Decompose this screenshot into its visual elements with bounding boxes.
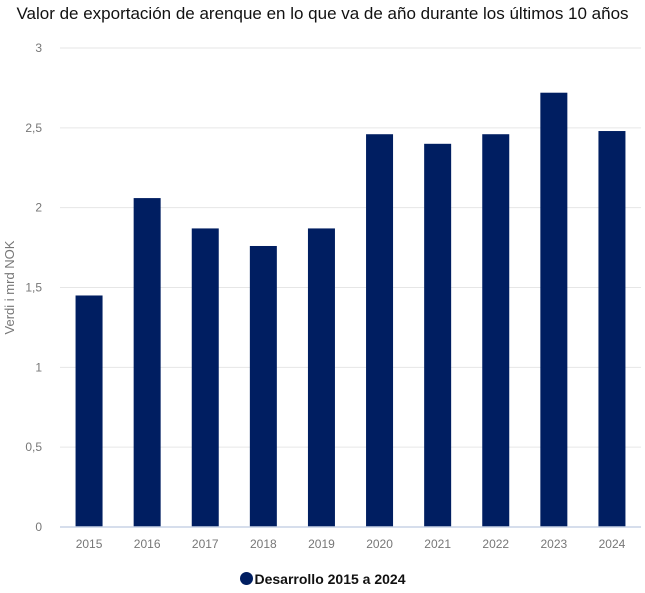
x-tick-label: 2020 xyxy=(366,537,393,551)
legend-swatch xyxy=(239,572,253,585)
y-tick-label: 2,5 xyxy=(25,121,42,135)
x-tick-label: 2016 xyxy=(134,537,161,551)
bar xyxy=(540,92,568,527)
bar xyxy=(366,134,394,527)
y-axis-title: Verdi i mrd NOK xyxy=(2,240,17,334)
y-tick-label: 0 xyxy=(35,520,42,534)
y-tick-label: 3 xyxy=(35,41,42,55)
x-tick-label: 2015 xyxy=(76,537,103,551)
bar xyxy=(75,295,103,527)
x-tick-label: 2024 xyxy=(599,537,626,551)
x-tick-label: 2021 xyxy=(424,537,451,551)
y-tick-label: 0,5 xyxy=(25,440,42,454)
bar xyxy=(307,228,335,527)
x-tick-label: 2018 xyxy=(250,537,277,551)
bar xyxy=(133,198,161,527)
y-tick-label: 1 xyxy=(35,360,42,374)
x-tick-label: 2023 xyxy=(540,537,567,551)
legend[interactable]: Desarrollo 2015 a 2024 xyxy=(0,571,645,587)
x-tick-label: 2019 xyxy=(308,537,335,551)
bar xyxy=(482,134,510,527)
x-tick-label: 2017 xyxy=(192,537,219,551)
bar xyxy=(191,228,219,527)
x-tick-label: 2022 xyxy=(482,537,509,551)
bar xyxy=(424,143,452,528)
bar xyxy=(249,245,277,527)
chart-title: Valor de exportación de arenque en lo qu… xyxy=(16,4,629,23)
bar xyxy=(598,131,626,527)
legend-label: Desarrollo 2015 a 2024 xyxy=(254,571,406,587)
y-tick-label: 1,5 xyxy=(25,281,42,295)
y-tick-label: 2 xyxy=(35,201,42,215)
